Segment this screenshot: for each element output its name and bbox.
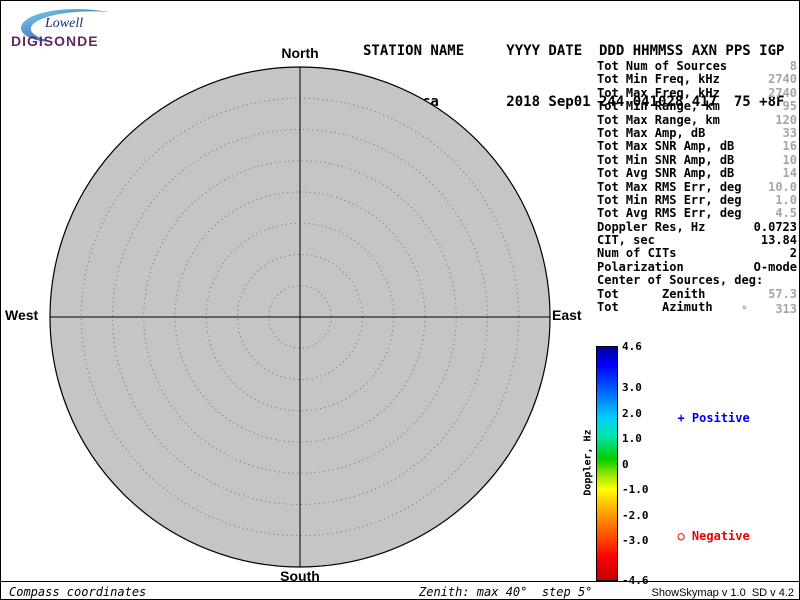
stat-value: 0.0723 xyxy=(753,219,797,234)
stat-label: Tot Max SNR Amp, dB xyxy=(597,139,735,154)
stat-label: Tot Max Freq, kHz xyxy=(597,85,720,100)
stat-label: Num of CITs xyxy=(597,246,677,261)
skymap-plot xyxy=(48,65,552,573)
stat-row: Tot Min RMS Err, deg 1.0 xyxy=(597,192,797,207)
stat-label: Tot Num of Sources xyxy=(597,59,728,73)
azimuth-degree-mark: ° xyxy=(741,305,748,317)
stat-value: 2740 xyxy=(768,72,797,87)
stat-label: Polarization xyxy=(597,259,684,274)
stat-label: Tot Max Amp, dB xyxy=(597,125,706,140)
skymap-canvas xyxy=(49,66,551,568)
colorbar-gradient xyxy=(596,346,618,581)
coordinates-mode-label: Compass coordinates xyxy=(9,585,147,599)
plus-marker-icon: + xyxy=(677,411,685,425)
legend-positive: + Positive xyxy=(663,397,750,425)
logo-swoosh-icon xyxy=(20,9,110,42)
legend-negative: ○ Negative xyxy=(663,515,750,543)
stat-value: 120 xyxy=(775,112,797,127)
footer-divider xyxy=(1,581,800,582)
colorbar-tick: -4.6 xyxy=(622,574,649,587)
stat-row: Tot Min Freq, kHz 2740 xyxy=(597,72,797,87)
stat-label: Tot Max RMS Err, deg xyxy=(597,179,742,194)
stat-value: 2 xyxy=(789,246,797,261)
stat-row: Tot Min SNR Amp, dB 10 xyxy=(597,152,797,167)
stat-label: Tot Avg SNR Amp, dB xyxy=(597,166,735,181)
circle-marker-icon: ○ xyxy=(677,529,685,543)
colorbar-tick: -2.0 xyxy=(622,508,649,522)
stat-value: 313 xyxy=(775,302,797,317)
stat-value: 10.0 xyxy=(768,179,797,194)
stat-value: O-mode xyxy=(753,259,797,274)
stat-row: Num of CITs 2 xyxy=(597,246,797,261)
compass-label-west: West xyxy=(5,307,39,323)
compass-label-north: North xyxy=(281,45,319,61)
stat-value: 57.3 xyxy=(768,286,797,301)
colorbar-tick: 3.0 xyxy=(622,380,642,394)
stat-value: 8 xyxy=(789,59,797,73)
colorbar-tick: -1.0 xyxy=(622,483,649,497)
logo-lowell-text: Lowell xyxy=(45,16,84,31)
stat-row: Tot Max SNR Amp, dB 16 xyxy=(597,139,797,154)
legend-positive-label: Positive xyxy=(691,411,750,425)
stat-label: Tot Avg RMS Err, deg xyxy=(597,206,742,221)
colorbar-tick: 0 xyxy=(622,457,629,471)
stat-value: 14 xyxy=(782,166,797,181)
stat-label: Tot Min RMS Err, deg xyxy=(597,192,742,207)
stat-value: 13.84 xyxy=(760,233,797,248)
stat-value: 95 xyxy=(782,99,797,114)
compass-label-east: East xyxy=(552,307,582,323)
legend-negative-label: Negative xyxy=(691,529,750,543)
stat-value: 4.5 xyxy=(775,206,797,221)
stat-row: Tot Num of Sources 8 xyxy=(597,59,797,73)
colorbar-tick-labels: 4.6 3.0 2.0 1.0 0 -1.0 -2.0 -3.0 -4.6 xyxy=(622,341,656,586)
stat-label: Tot Zenith xyxy=(597,286,706,301)
stat-row: Tot Min Range, km 95 xyxy=(597,99,797,114)
header-column-titles: STATION NAME YYYY DATE DDD HHMMSS AXN PP… xyxy=(363,43,785,59)
stat-row: Tot Avg RMS Err, deg 4.5 xyxy=(597,206,797,221)
stat-row: Tot Max RMS Err, deg 10.0 xyxy=(597,179,797,194)
version-label: ShowSkymap v 1.0 SD v 4.2 xyxy=(651,587,794,599)
lowell-digisonde-logo: Lowell DIGISONDE xyxy=(9,5,179,53)
stat-row: Center of Sources, deg: xyxy=(597,273,797,288)
stat-row: Tot Azimuth ° 313 xyxy=(597,300,797,317)
stat-label: Doppler Res, Hz xyxy=(597,219,706,234)
stat-value: 33 xyxy=(782,125,797,140)
stat-row: Tot Max Range, km 120 xyxy=(597,112,797,127)
stat-value: 1.0 xyxy=(775,192,797,207)
colorbar-axis-title: Doppler, Hz xyxy=(582,429,594,496)
stat-value: 2740 xyxy=(768,85,797,100)
stat-label: Center of Sources, deg: xyxy=(597,273,764,288)
compass-label-south: South xyxy=(280,568,320,584)
logo-digisonde-text: DIGISONDE xyxy=(11,33,99,49)
colorbar-tick: 1.0 xyxy=(622,432,642,446)
stat-row: Tot Avg SNR Amp, dB 14 xyxy=(597,166,797,181)
statistics-panel: Tot Num of Sources 8 Tot Min Freq, kHz 2… xyxy=(597,59,797,317)
stat-label: CIT, sec xyxy=(597,233,655,248)
stat-value: 10 xyxy=(782,152,797,167)
stat-row: Tot Max Amp, dB 33 xyxy=(597,125,797,140)
stat-label: Tot Azimuth xyxy=(597,300,713,315)
stat-row: Tot Max Freq, kHz 2740 xyxy=(597,85,797,100)
stat-label: Tot Min Freq, kHz xyxy=(597,72,720,87)
colorbar-tick: -3.0 xyxy=(622,534,649,548)
stat-row: Polarization O-mode xyxy=(597,259,797,274)
header-block: STATION NAME YYYY DATE DDD HHMMSS AXN PP… xyxy=(363,9,784,128)
colorbar-tick: 4.6 xyxy=(622,340,642,353)
stat-label: Tot Min Range, km xyxy=(597,99,720,114)
colorbar-tick: 2.0 xyxy=(622,406,642,420)
stat-value: 16 xyxy=(782,139,797,154)
stat-row: Tot Zenith 57.3 xyxy=(597,286,797,301)
stat-row: Doppler Res, Hz 0.0723 xyxy=(597,219,797,234)
stat-label: Tot Min SNR Amp, dB xyxy=(597,152,735,167)
stat-row: CIT, sec 13.84 xyxy=(597,233,797,248)
zenith-scale-label: Zenith: max 40° step 5° xyxy=(419,585,593,599)
stat-label: Tot Max Range, km xyxy=(597,112,720,127)
